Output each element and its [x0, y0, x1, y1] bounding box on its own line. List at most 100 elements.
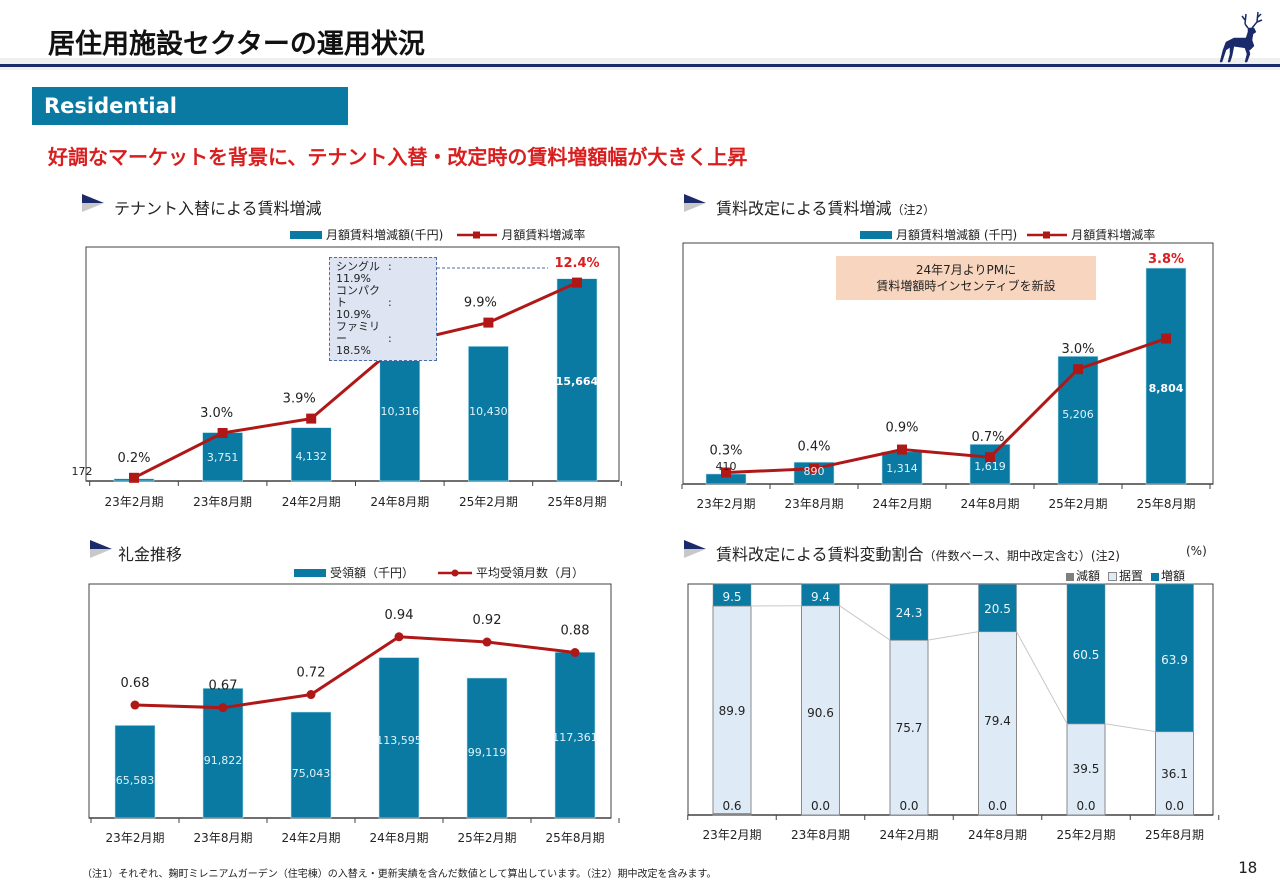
x-tick-label: 23年8月期	[791, 828, 850, 842]
bar-value-label: 99,119	[468, 746, 507, 759]
bar-segment-hold	[1066, 723, 1106, 816]
bar-segment-increase	[1155, 583, 1194, 732]
bar-value-label: 10,430	[469, 405, 508, 418]
line-value-label: 0.9%	[885, 421, 918, 436]
bar	[466, 677, 508, 819]
line-value-label: 9.9%	[464, 296, 497, 311]
segment-label-decrease: 0.0	[1165, 799, 1184, 813]
line-marker	[306, 413, 317, 424]
legend-item-increase: 増額	[1151, 567, 1185, 584]
segment-label-increase: 24.3	[896, 606, 923, 620]
x-tick-label: 24年2月期	[282, 831, 341, 845]
line-marker	[985, 452, 995, 463]
bar-value-label: 75,043	[292, 767, 331, 780]
chart2-title: 賃料改定による賃料増減（注2）	[716, 195, 935, 219]
bar	[290, 711, 332, 819]
legend-label: 月額賃料増減率	[501, 228, 586, 242]
line-value-label: 0.94	[385, 608, 414, 623]
legend-bar-swatch	[860, 230, 892, 239]
plot-area	[687, 583, 1214, 816]
bar-value-label: 1,314	[886, 462, 918, 475]
line-value-label: 3.0%	[1061, 342, 1094, 357]
segment-label-increase: 9.5	[722, 590, 741, 604]
line-series	[134, 635, 576, 710]
segment-label-decrease: 0.6	[722, 799, 741, 813]
chart4-title: 賃料改定による賃料変動割合（件数ベース、期中改定含む）(注2)	[716, 541, 1120, 565]
line-marker	[130, 700, 140, 710]
legend-line-swatch	[457, 231, 498, 238]
line-marker	[570, 648, 580, 658]
chart2-legend: 月額賃料増減額 (千円) 月額賃料増減率	[860, 226, 1155, 243]
section-triangle-icon	[684, 540, 706, 558]
x-tick-label: 23年2月期	[106, 831, 165, 845]
section-triangle-icon	[82, 194, 104, 212]
segment-label-increase: 60.5	[1073, 648, 1100, 662]
legend-item-decrease: 減額	[1066, 567, 1100, 584]
line-marker	[721, 467, 731, 478]
bar-segment-increase	[1066, 583, 1106, 725]
line-value-label: 0.68	[121, 676, 150, 691]
annotation-line: 24年7月よりPMに	[915, 263, 1017, 277]
bar-value-label: 10,316	[381, 405, 420, 418]
line-value-label: 0.2%	[117, 451, 150, 466]
bar-value-label: 117,361	[552, 731, 598, 744]
chart3-title: 礼金推移	[118, 545, 183, 564]
bar	[468, 346, 509, 482]
series-connector	[927, 631, 979, 641]
line-marker	[1161, 333, 1171, 344]
line-value-label: 3.9%	[283, 392, 316, 407]
legend-line-swatch	[1027, 231, 1068, 238]
chart4-unit: (%)	[1186, 544, 1207, 558]
line-marker	[129, 472, 139, 483]
bar-value-label: 15,664	[556, 375, 599, 388]
bar-value-label: 8,804	[1149, 382, 1184, 395]
segment-label-increase: 63.9	[1161, 653, 1188, 667]
callout-line: ファミリー: 18.5%	[336, 320, 392, 357]
legend-label: 平均受領月数（月）	[476, 566, 585, 580]
x-tick-label: 23年2月期	[697, 497, 756, 511]
chart1-legend: 月額賃料増減額(千円) 月額賃料増減率	[290, 226, 585, 243]
section-tag: Residential	[32, 87, 348, 125]
bar-segment-increase	[801, 583, 840, 606]
segment-label-decrease: 0.0	[899, 799, 918, 813]
segment-label-increase: 9.4	[811, 590, 830, 604]
bar	[556, 278, 598, 482]
legend-bar-swatch	[290, 230, 322, 239]
line-value-label: 3.0%	[200, 406, 233, 421]
chart1-title: テナント入替による賃料増減	[114, 199, 322, 218]
bar-segment-hold	[712, 605, 752, 815]
x-tick-label: 24年8月期	[370, 495, 429, 509]
line-value-label: 3.8%	[1148, 252, 1184, 267]
bar-value-label: 4,132	[295, 450, 327, 463]
x-tick-label: 24年2月期	[282, 495, 341, 509]
line-value-label: 12.4%	[554, 256, 599, 271]
segment-label-hold: 75.7	[896, 721, 923, 735]
chart2-annotation-box: 24年7月よりPMに 賃料増額時インセンティブを新設	[836, 256, 1096, 300]
chart1-callout-box: シングル: 11.9% コンパクト: 10.9% ファミリー: 18.5%	[329, 257, 437, 361]
section-triangle-icon	[684, 194, 706, 212]
x-tick-label: 24年8月期	[968, 828, 1027, 842]
line-series	[725, 337, 1167, 475]
line-series	[133, 281, 578, 480]
x-tick-label: 24年8月期	[370, 831, 429, 845]
segment-label-hold: 89.9	[719, 704, 746, 718]
series-connector	[1104, 723, 1156, 733]
x-tick-label: 24年8月期	[961, 497, 1020, 511]
line-value-label: 0.72	[297, 666, 326, 681]
legend-label: 月額賃料増減額(千円)	[326, 228, 444, 242]
x-tick-label: 23年2月期	[105, 495, 164, 509]
bar-segment-increase	[889, 583, 929, 641]
bar	[1145, 267, 1187, 485]
bar-value-label: 113,595	[376, 734, 422, 747]
bar-segment-increase	[712, 583, 752, 607]
line-marker	[897, 444, 907, 455]
x-tick-label: 23年2月期	[703, 828, 762, 842]
bar-segment-hold	[889, 639, 929, 816]
x-tick-label: 25年8月期	[546, 831, 605, 845]
segment-label-hold: 79.4	[984, 714, 1011, 728]
line-value-label: 0.4%	[797, 440, 830, 455]
x-tick-label: 25年8月期	[1145, 828, 1204, 842]
page-title: 居住用施設セクターの運用状況	[48, 29, 425, 60]
